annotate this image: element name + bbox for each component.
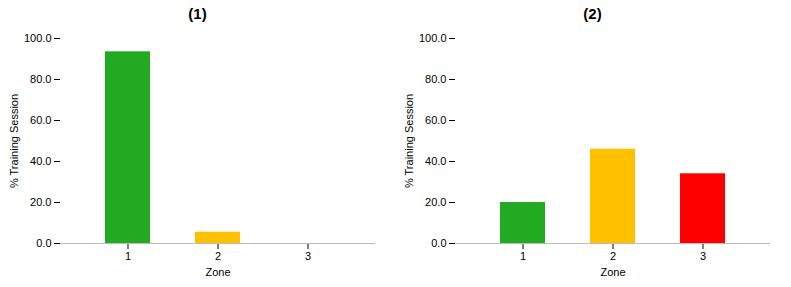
- svg-text:% Training Session: % Training Session: [8, 94, 20, 188]
- svg-text:0.0: 0.0: [431, 237, 446, 249]
- svg-text:20.0: 20.0: [30, 196, 51, 208]
- svg-text:100.0: 100.0: [419, 32, 447, 44]
- svg-text:0.0: 0.0: [36, 237, 51, 249]
- svg-text:2: 2: [610, 250, 616, 262]
- svg-text:100.0: 100.0: [24, 32, 52, 44]
- html-text:(1): (1): [188, 5, 207, 22]
- svg-text:60.0: 60.0: [425, 114, 446, 126]
- svg-text:40.0: 40.0: [30, 155, 51, 167]
- svg-text:40.0: 40.0: [425, 155, 446, 167]
- svg-text:3: 3: [700, 250, 706, 262]
- svg-text:60.0: 60.0: [30, 114, 51, 126]
- svg-text:3: 3: [305, 250, 311, 262]
- svg-text:1: 1: [125, 250, 131, 262]
- svg-text:20.0: 20.0: [425, 196, 446, 208]
- svg-text:Zone: Zone: [600, 266, 625, 278]
- svg-text:80.0: 80.0: [425, 73, 446, 85]
- svg-text:Zone: Zone: [205, 266, 230, 278]
- svg-text:1: 1: [520, 250, 526, 262]
- html-text:(2): (2): [583, 5, 602, 22]
- svg-text:2: 2: [215, 250, 221, 262]
- svg-text:% Training Session: % Training Session: [403, 94, 415, 188]
- svg-text:80.0: 80.0: [30, 73, 51, 85]
